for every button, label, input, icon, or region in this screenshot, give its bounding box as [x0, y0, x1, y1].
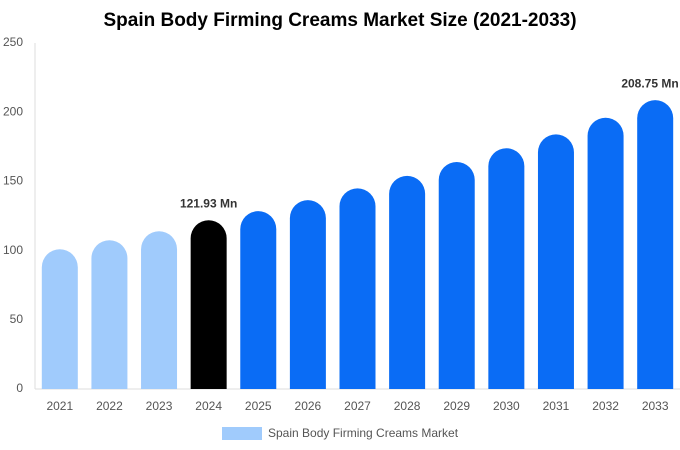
- chart-title: Spain Body Firming Creams Market Size (2…: [103, 10, 576, 31]
- bar: [339, 188, 376, 389]
- value-label: 208.75 Mn: [621, 76, 678, 90]
- x-tick-label: 2025: [245, 399, 272, 413]
- bar: [289, 200, 326, 389]
- value-label: 121.93 Mn: [180, 196, 237, 210]
- x-tick-label: 2033: [642, 399, 669, 413]
- x-tick-label: 2030: [493, 399, 520, 413]
- y-tick-label: 200: [3, 104, 23, 118]
- legend-label: Spain Body Firming Creams Market: [268, 426, 459, 440]
- y-tick-label: 100: [3, 243, 23, 257]
- bar: [240, 211, 277, 389]
- bar: [41, 249, 78, 389]
- bar: [91, 240, 128, 389]
- bar: [190, 220, 227, 389]
- y-tick-label: 250: [3, 35, 23, 49]
- bar: [587, 117, 624, 389]
- x-tick-label: 2022: [96, 399, 123, 413]
- bar: [389, 175, 426, 389]
- x-tick-label: 2028: [394, 399, 421, 413]
- y-tick-label: 0: [16, 381, 23, 395]
- x-tick-label: 2026: [295, 399, 322, 413]
- bar: [141, 231, 178, 389]
- x-tick-label: 2023: [146, 399, 173, 413]
- y-tick-label: 150: [3, 174, 23, 188]
- x-tick-label: 2024: [195, 399, 222, 413]
- bar: [488, 148, 525, 389]
- x-tick-label: 2027: [344, 399, 371, 413]
- y-tick-label: 50: [10, 312, 24, 326]
- x-tick-label: 2029: [443, 399, 470, 413]
- bar: [637, 100, 674, 389]
- bar: [438, 162, 475, 389]
- x-tick-label: 2021: [46, 399, 73, 413]
- legend-swatch: [222, 427, 262, 440]
- x-tick-label: 2031: [543, 399, 570, 413]
- x-tick-label: 2032: [592, 399, 619, 413]
- bar: [537, 134, 574, 389]
